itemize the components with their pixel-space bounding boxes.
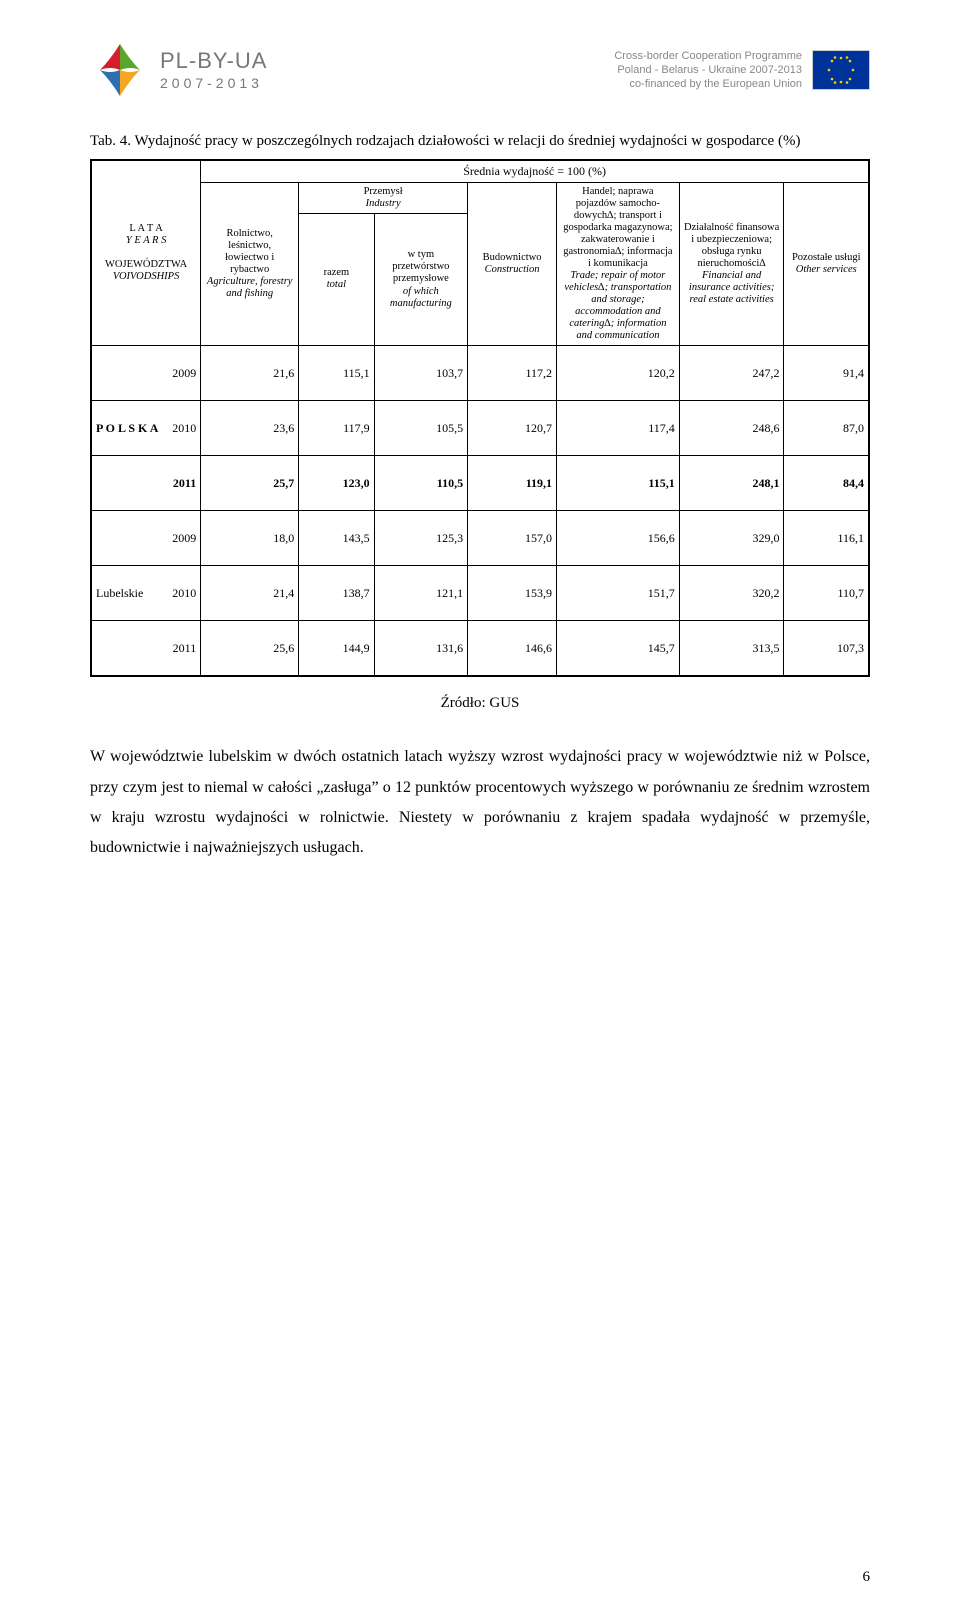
value-cell: 123,0: [299, 456, 374, 511]
row-leader: 2009: [92, 346, 201, 401]
value-cell: 151,7: [557, 566, 680, 621]
value-cell: 117,4: [557, 401, 680, 456]
col-industry-en: Industry: [366, 198, 401, 209]
value-cell: 105,5: [374, 401, 467, 456]
value-cell: 25,7: [201, 456, 299, 511]
value-cell: 248,6: [679, 401, 784, 456]
value-cell: 21,4: [201, 566, 299, 621]
value-cell: 143,5: [299, 511, 374, 566]
value-cell: 121,1: [374, 566, 467, 621]
value-cell: 117,9: [299, 401, 374, 456]
plbyua-icon: [90, 40, 150, 100]
value-cell: 116,1: [784, 511, 869, 566]
value-cell: 115,1: [299, 346, 374, 401]
col-trade-en: Trade; repair of motor vehicles∆; transp…: [564, 270, 671, 341]
col-total-pl: razem: [324, 267, 350, 278]
programme-line3: co-financed by the European Union: [614, 77, 802, 91]
col-other-pl: Pozostałe usługi: [792, 252, 861, 263]
col-manu-en: of which manufacturing: [390, 286, 452, 309]
value-cell: 115,1: [557, 456, 680, 511]
value-cell: 21,6: [201, 346, 299, 401]
page-number: 6: [863, 1569, 871, 1586]
row-leader: 2011: [92, 456, 201, 511]
eu-flag-icon: [812, 50, 870, 90]
col-other-en: Other services: [796, 264, 857, 275]
row-leader: P O L S K A2010: [92, 401, 201, 456]
value-cell: 23,6: [201, 401, 299, 456]
productivity-table: L A T A Y E A R S WOJEWÓDZTWA VOIVODSHIP…: [90, 159, 870, 678]
col-trade-pl: Handel; naprawa pojazdów samocho­dowych∆…: [563, 186, 672, 269]
table-row: 200921,6115,1103,7117,2120,2247,291,4: [92, 346, 869, 401]
col-manu-pl: w tym przetwórstwo przemysłowe: [392, 249, 449, 284]
value-cell: 329,0: [679, 511, 784, 566]
programme-line2: Poland - Belarus - Ukraine 2007-2013: [614, 63, 802, 77]
row-leader: Lubelskie2010: [92, 566, 201, 621]
value-cell: 146,6: [468, 621, 557, 676]
brand-code: PL-BY-UA: [160, 50, 267, 72]
value-cell: 84,4: [784, 456, 869, 511]
value-cell: 313,5: [679, 621, 784, 676]
value-cell: 157,0: [468, 511, 557, 566]
value-cell: 138,7: [299, 566, 374, 621]
value-cell: 110,5: [374, 456, 467, 511]
col-fin-en: Financial and insurance activities; real…: [689, 270, 774, 305]
col-agri-pl: Rolnictwo, leśnictwo, łowiectwo i rybact…: [225, 228, 274, 275]
col-fin-pl: Działalność finansowa i ubezpieczeniowa;…: [684, 222, 779, 269]
value-cell: 120,2: [557, 346, 680, 401]
value-cell: 117,2: [468, 346, 557, 401]
value-cell: 107,3: [784, 621, 869, 676]
rowgroup-voiv: VOIVODSHIPS: [113, 271, 179, 282]
value-cell: 125,3: [374, 511, 467, 566]
programme-line1: Cross-border Cooperation Programme: [614, 49, 802, 63]
row-leader: 2011: [92, 621, 201, 676]
value-cell: 120,7: [468, 401, 557, 456]
row-leader: 2009: [92, 511, 201, 566]
value-cell: 131,6: [374, 621, 467, 676]
table-row: 200918,0143,5125,3157,0156,6329,0116,1: [92, 511, 869, 566]
value-cell: 87,0: [784, 401, 869, 456]
value-cell: 103,7: [374, 346, 467, 401]
rowgroup-lata: L A T A: [129, 223, 162, 234]
header: PL-BY-UA 2007-2013 Cross-border Cooperat…: [90, 40, 870, 100]
value-cell: 110,7: [784, 566, 869, 621]
table-caption: Tab. 4. Wydajność pracy w poszczególnych…: [90, 130, 870, 153]
programme-logo: PL-BY-UA 2007-2013: [90, 40, 267, 100]
value-cell: 119,1: [468, 456, 557, 511]
value-cell: 153,9: [468, 566, 557, 621]
value-cell: 25,6: [201, 621, 299, 676]
col-constr-pl: Budownictwo: [483, 252, 542, 263]
value-cell: 91,4: [784, 346, 869, 401]
col-total-en: total: [327, 279, 346, 290]
value-cell: 247,2: [679, 346, 784, 401]
source-line: Źródło: GUS: [90, 695, 870, 712]
eu-cofinance: Cross-border Cooperation Programme Polan…: [614, 49, 870, 92]
rowgroup-years: Y E A R S: [126, 235, 166, 246]
brand-years: 2007-2013: [160, 76, 267, 90]
value-cell: 18,0: [201, 511, 299, 566]
body-paragraph: W województwie lubelskim w dwóch ostatni…: [90, 742, 870, 864]
value-cell: 145,7: [557, 621, 680, 676]
rowgroup-woj: WOJEWÓDZTWA: [105, 259, 187, 270]
super-header: Średnia wydajność = 100 (%): [201, 160, 869, 182]
table-row: 201125,6144,9131,6146,6145,7313,5107,3: [92, 621, 869, 676]
col-industry-pl: Przemysł: [364, 186, 403, 197]
col-agri-en: Agriculture, forestry and fishing: [207, 276, 293, 299]
value-cell: 156,6: [557, 511, 680, 566]
col-constr-en: Construction: [485, 264, 540, 275]
value-cell: 144,9: [299, 621, 374, 676]
table-row: P O L S K A201023,6117,9105,5120,7117,42…: [92, 401, 869, 456]
value-cell: 320,2: [679, 566, 784, 621]
table-row: Lubelskie201021,4138,7121,1153,9151,7320…: [92, 566, 869, 621]
table-row: 201125,7123,0110,5119,1115,1248,184,4: [92, 456, 869, 511]
value-cell: 248,1: [679, 456, 784, 511]
